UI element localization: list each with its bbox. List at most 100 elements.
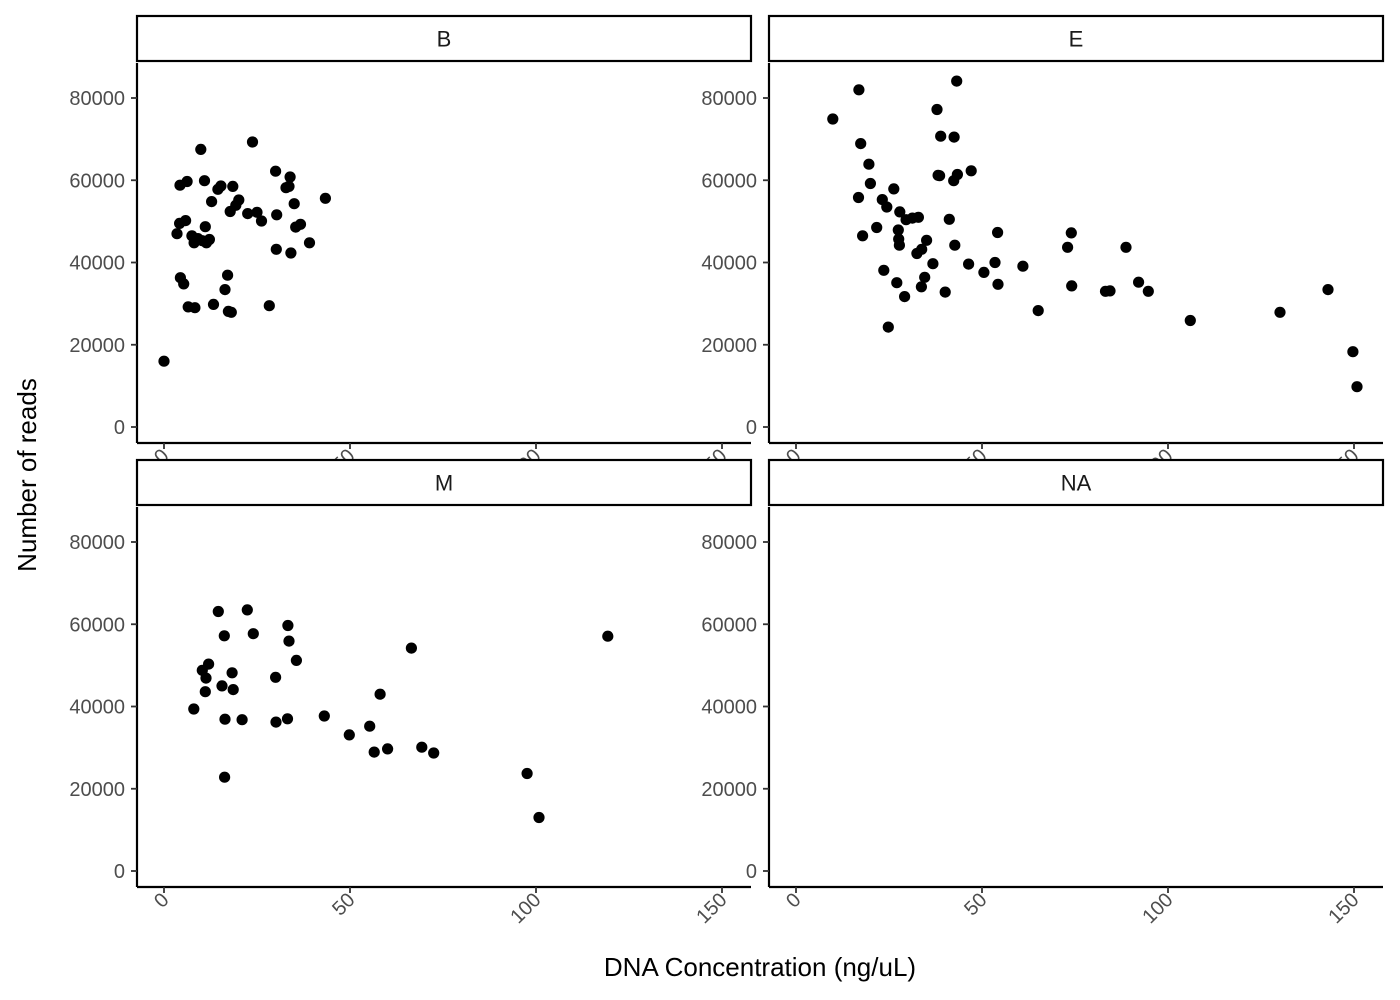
data-point: [931, 103, 943, 116]
data-point: [934, 170, 946, 182]
data-point: [203, 658, 215, 670]
data-point: [227, 684, 239, 696]
data-point: [364, 720, 376, 732]
data-point: [178, 278, 190, 290]
data-point: [199, 221, 211, 233]
data-point: [827, 113, 839, 125]
y-tick-label: 0: [114, 861, 125, 883]
data-point: [853, 84, 865, 96]
data-point: [294, 218, 307, 230]
data-point: [1120, 241, 1132, 253]
data-point: [871, 221, 883, 234]
data-point: [158, 355, 170, 367]
panel-e: E020000400006000080000050100150: [701, 14, 1385, 484]
y-tick-label: 80000: [69, 88, 125, 110]
data-point: [989, 256, 1001, 269]
facet-panels: B 0 20000 40000 60000 80000 0 50 100 150 E 0 20000 40…: [69, 14, 1385, 928]
data-point: [428, 747, 440, 759]
data-point: [864, 177, 877, 190]
y-tick-label: 0: [746, 861, 757, 883]
data-point: [188, 703, 200, 715]
data-point: [246, 136, 259, 148]
data-point: [219, 284, 231, 296]
data-point: [1032, 305, 1044, 317]
data-point: [199, 686, 211, 698]
data-point: [255, 215, 268, 227]
data-point: [219, 771, 231, 783]
data-point: [912, 211, 925, 223]
data-point: [949, 239, 961, 251]
data-point: [927, 258, 939, 270]
data-point: [416, 741, 428, 753]
data-point: [948, 131, 960, 143]
x-tick-label: 50: [960, 889, 991, 920]
data-point: [978, 266, 990, 278]
data-point: [171, 228, 183, 240]
data-point: [222, 269, 234, 281]
data-point: [893, 239, 906, 251]
data-point: [992, 226, 1004, 239]
data-point: [882, 321, 894, 333]
data-point: [863, 158, 875, 170]
data-point: [281, 713, 294, 725]
data-point: [189, 302, 201, 314]
data-point: [992, 278, 1004, 290]
data-point: [1347, 346, 1359, 358]
x-tick-label: 0: [150, 889, 173, 912]
data-point: [1065, 227, 1077, 239]
data-point: [215, 180, 227, 192]
strip-box: [767, 14, 1385, 63]
x-tick-label: 100: [1138, 889, 1177, 928]
data-point: [1066, 280, 1078, 292]
data-point: [521, 767, 533, 780]
data-point: [891, 277, 903, 289]
data-point: [319, 192, 331, 204]
data-point: [233, 194, 245, 206]
data-point: [921, 234, 933, 246]
data-point: [242, 208, 254, 220]
data-point: [894, 206, 906, 218]
x-tick-label: 50: [328, 889, 359, 920]
y-tick-label: 80000: [701, 88, 757, 110]
data-point: [855, 138, 867, 150]
y-tick-label: 20000: [69, 335, 125, 357]
data-point: [915, 281, 928, 293]
data-point: [935, 130, 947, 142]
y-tick-label: 0: [746, 417, 757, 439]
data-point: [405, 642, 417, 654]
data-point: [270, 671, 282, 683]
data-point: [318, 710, 330, 722]
strip-label: B: [437, 27, 452, 52]
y-tick-label: 40000: [701, 697, 757, 719]
y-tick-label: 20000: [701, 779, 757, 801]
data-point: [374, 688, 386, 700]
data-point: [226, 667, 238, 679]
data-point: [1133, 276, 1145, 288]
data-point: [290, 654, 302, 667]
y-tick-label: 60000: [69, 614, 125, 636]
data-point: [1104, 285, 1116, 297]
data-point: [919, 271, 931, 283]
data-point: [282, 619, 294, 632]
data-point: [195, 143, 207, 155]
y-tick-label: 60000: [701, 170, 757, 192]
data-point: [203, 233, 215, 246]
data-point: [180, 215, 192, 227]
y-tick-label: 40000: [69, 697, 125, 719]
data-point: [236, 714, 248, 726]
data-point: [963, 258, 975, 270]
data-point: [270, 243, 282, 255]
data-point: [207, 298, 220, 310]
y-tick-label: 0: [114, 417, 125, 439]
x-tick-label: 100: [506, 889, 545, 928]
data-point: [343, 729, 355, 741]
y-tick-label: 20000: [701, 335, 757, 357]
data-point: [602, 630, 614, 642]
strip-box: [135, 458, 753, 507]
data-point: [181, 175, 193, 188]
data-point: [288, 198, 300, 210]
x-tick-label: 0: [782, 889, 805, 912]
data-point: [218, 630, 230, 642]
data-point: [852, 191, 865, 204]
